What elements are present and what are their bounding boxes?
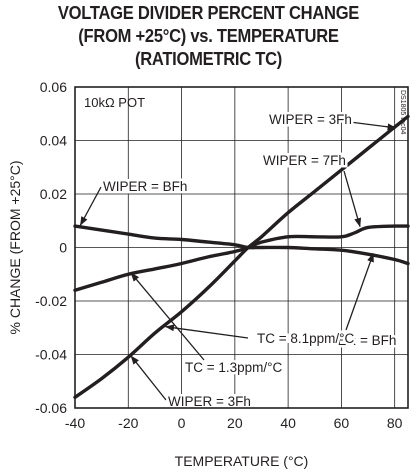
annotation-arrow bbox=[345, 252, 374, 331]
annotation-arrow bbox=[79, 186, 102, 226]
y-tick-label: -0.04 bbox=[35, 347, 67, 363]
chart-title-line-1: VOLTAGE DIVIDER PERCENT CHANGE bbox=[57, 3, 360, 23]
series-lines bbox=[73, 114, 410, 399]
annotation-arrow bbox=[333, 119, 397, 131]
annotation-label: TC = 1.3ppm/°C bbox=[185, 360, 283, 375]
x-tick-label: -40 bbox=[65, 415, 85, 431]
annotation-arrow bbox=[130, 272, 205, 361]
chart-title-line-2: (FROM +25°C) vs. TEMPERATURE bbox=[78, 26, 339, 46]
annotation-arrow bbox=[343, 170, 362, 228]
x-tick-label: 40 bbox=[280, 415, 296, 431]
y-tick-label: 0.04 bbox=[40, 133, 67, 149]
y-tick-label: 0.02 bbox=[40, 186, 67, 202]
y-tick-label: 0.06 bbox=[40, 79, 67, 95]
x-axis-label: TEMPERATURE (°C) bbox=[175, 453, 309, 469]
figure-code: DS1805 toc04 bbox=[399, 90, 406, 134]
pot-value-label: 10kΩ POT bbox=[84, 95, 145, 110]
tick-labels: -40 -20 0 20 40 60 80 0.06 0.04 0.02 0 -0.02 -0.04 -0… bbox=[35, 79, 403, 431]
annotation-label: WIPER = BFh bbox=[312, 333, 396, 348]
x-tick-label: -20 bbox=[118, 415, 138, 431]
plot-frame bbox=[74, 86, 409, 409]
x-tick-label: 20 bbox=[227, 415, 243, 431]
annotation-arrow bbox=[165, 324, 249, 339]
y-tick-label: -0.06 bbox=[35, 400, 67, 416]
annotation-label: WIPER = BFh bbox=[103, 179, 187, 194]
series-line-2 bbox=[73, 224, 410, 292]
annotation-label: WIPER = 3Fh bbox=[269, 112, 352, 127]
x-tick-label: 0 bbox=[178, 415, 186, 431]
annotation-label: WIPER = 3Fh bbox=[168, 394, 251, 409]
y-axis-label: % CHANGE (FROM +25°C) bbox=[7, 160, 23, 334]
x-tick-label: 80 bbox=[387, 415, 403, 431]
series-line-1 bbox=[73, 114, 410, 399]
chart-title-line-3: (RATIOMETRIC TC) bbox=[134, 49, 283, 69]
series-line-3 bbox=[73, 224, 410, 266]
x-tick-label: 60 bbox=[334, 415, 350, 431]
annotation-arrow bbox=[130, 355, 167, 401]
y-tick-label: 0 bbox=[59, 240, 67, 256]
annotation-label: WIPER = 7Fh bbox=[263, 153, 346, 168]
annotations: WIPER = 3Fh WIPER = 7Fh WIPER = BFh WIPER =… bbox=[79, 110, 399, 412]
y-tick-label: -0.02 bbox=[35, 293, 67, 309]
annotation-label: TC = 8.1ppm/°C bbox=[257, 331, 355, 346]
